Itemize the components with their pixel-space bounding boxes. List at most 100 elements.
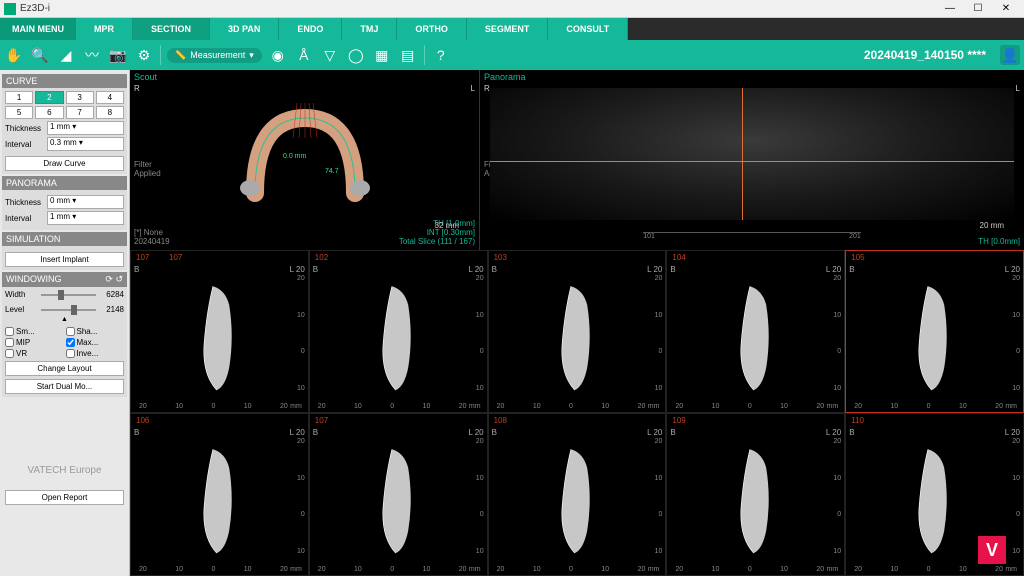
pano-thickness-select[interactable]: 0 mm ▾ — [47, 195, 124, 209]
tab-bar: MAIN MENU MPRSECTION3D PANENDOTMJORTHOSE… — [0, 18, 1024, 40]
scout-scale: 32 mm — [435, 221, 459, 230]
tab-endo[interactable]: ENDO — [279, 18, 342, 40]
pano-crosshair-h[interactable] — [490, 161, 1014, 162]
tab-mpr[interactable]: MPR — [76, 18, 133, 40]
main-menu-button[interactable]: MAIN MENU — [0, 18, 76, 40]
thickness-select[interactable]: 1 mm ▾ — [47, 121, 124, 135]
insert-implant-button[interactable]: Insert Implant — [5, 252, 124, 267]
pano-ruler: 101201 — [643, 232, 861, 244]
thickness-label: Thickness — [5, 124, 43, 133]
separator — [160, 45, 161, 65]
grid-icon[interactable]: ▦ — [372, 45, 392, 65]
panorama-image — [490, 88, 1014, 220]
curve-num-4[interactable]: 4 — [96, 91, 124, 104]
pano-th: TH [0.0mm] — [978, 237, 1020, 246]
level-slider[interactable] — [41, 309, 96, 311]
windowing-panel-header: WINDOWING⟳ ↺ — [2, 272, 127, 287]
sidebar: CURVE 1234 5678 Thickness 1 mm ▾ Interval… — [0, 70, 130, 576]
draw-curve-button[interactable]: Draw Curve — [5, 156, 124, 171]
scout-filter: Filter Applied — [134, 160, 161, 178]
level-label: Level — [5, 305, 37, 314]
app-title: Ez3D-i — [20, 3, 936, 14]
check-VR[interactable]: VR — [5, 349, 64, 358]
vendor-logo: V — [978, 536, 1006, 564]
open-report-button[interactable]: Open Report — [5, 490, 124, 505]
curve-num-1[interactable]: 1 — [5, 91, 33, 104]
slice-107[interactable]: 107107BL 202010010201001020mm — [130, 250, 309, 413]
help-icon[interactable]: ? — [431, 45, 451, 65]
curve-num-3[interactable]: 3 — [66, 91, 94, 104]
curve-num-6[interactable]: 6 — [35, 106, 63, 119]
patient-id: 20240419_140150 **** — [864, 48, 986, 62]
panorama-panel-header: PANORAMA — [2, 176, 127, 190]
layers-icon[interactable]: ▤ — [398, 45, 418, 65]
dual-monitor-button[interactable]: Start Dual Mo... — [5, 379, 124, 394]
camera-tool-icon[interactable]: 📷 — [108, 45, 128, 65]
check-Max[interactable]: Max... — [66, 338, 125, 347]
check-Sm[interactable]: Sm... — [5, 327, 64, 336]
curve-panel-header: CURVE — [2, 74, 127, 88]
ruler-icon[interactable]: ▽ — [320, 45, 340, 65]
pano-interval-label: Interval — [5, 214, 43, 223]
curve-tool-icon[interactable]: 〰 — [82, 45, 102, 65]
curve-num-2[interactable]: 2 — [35, 91, 63, 104]
scout-l: L — [471, 84, 475, 93]
app-icon — [4, 3, 16, 15]
pano-l: L — [1016, 84, 1020, 93]
search-patient-icon[interactable]: 👤 — [1000, 45, 1020, 65]
interval-select[interactable]: 0.3 mm ▾ — [47, 137, 124, 151]
svg-text:0.0 mm: 0.0 mm — [283, 153, 307, 160]
interval-label: Interval — [5, 140, 43, 149]
pano-interval-select[interactable]: 1 mm ▾ — [47, 211, 124, 225]
gear-tool-icon[interactable]: ⚙ — [134, 45, 154, 65]
slice-105[interactable]: 105BL 202010010201001020mm — [845, 250, 1024, 413]
check-Inve[interactable]: Inve... — [66, 349, 125, 358]
caliper-icon[interactable]: Å — [294, 45, 314, 65]
curve-num-7[interactable]: 7 — [66, 106, 94, 119]
slice-106[interactable]: 106BL 202010010201001020mm — [130, 413, 309, 576]
slice-108[interactable]: 108BL 202010010201001020mm — [488, 413, 667, 576]
maximize-button[interactable]: ☐ — [964, 1, 992, 17]
close-button[interactable]: ✕ — [992, 1, 1020, 17]
separator — [424, 45, 425, 65]
pano-crosshair-v[interactable] — [742, 88, 743, 220]
scout-view[interactable]: Scout R L Filter Applied [*] None2024041… — [130, 70, 480, 250]
tab-section[interactable]: SECTION — [133, 18, 210, 40]
pano-thickness-label: Thickness — [5, 198, 43, 207]
scout-label: Scout — [134, 72, 157, 82]
slice-109[interactable]: 109BL 202010010201001020mm — [666, 413, 845, 576]
tab-tmj[interactable]: TMJ — [342, 18, 397, 40]
panorama-label: Panorama — [484, 72, 526, 82]
slice-107[interactable]: 107BL 202010010201001020mm — [309, 413, 488, 576]
tab-ortho[interactable]: ORTHO — [397, 18, 467, 40]
check-MIP[interactable]: MIP — [5, 338, 64, 347]
pan-tool-icon[interactable]: ✋ — [4, 45, 24, 65]
slice-104[interactable]: 104BL 202010010201001020mm — [666, 250, 845, 413]
tab-3d pan[interactable]: 3D PAN — [210, 18, 279, 40]
pano-scale: 20 mm — [980, 221, 1004, 230]
slice-103[interactable]: 103BL 202010010201001020mm — [488, 250, 667, 413]
minimize-button[interactable]: — — [936, 1, 964, 17]
dental-arch: 0.0 mm 74.7 — [225, 98, 385, 208]
window-titlebar: Ez3D-i — ☐ ✕ — [0, 0, 1024, 18]
tab-segment[interactable]: SEGMENT — [467, 18, 549, 40]
measurement-dropdown[interactable]: 📏 Measurement ▾ — [167, 48, 262, 63]
angle-tool-icon[interactable]: ◢ — [56, 45, 76, 65]
circle-icon[interactable]: ◯ — [346, 45, 366, 65]
panorama-view[interactable]: Panorama R L Filter Applied 20 mm TH [0.… — [480, 70, 1024, 250]
curve-num-8[interactable]: 8 — [96, 106, 124, 119]
curve-num-5[interactable]: 5 — [5, 106, 33, 119]
viewport: Scout R L Filter Applied [*] None2024041… — [130, 70, 1024, 576]
width-value: 6284 — [100, 290, 124, 299]
check-Sha[interactable]: Sha... — [66, 327, 125, 336]
windowing-reset-icon[interactable]: ⟳ ↺ — [105, 274, 123, 285]
compass-icon[interactable]: ◉ — [268, 45, 288, 65]
change-layout-button[interactable]: Change Layout — [5, 361, 124, 376]
tab-consult[interactable]: CONSULT — [548, 18, 628, 40]
zoom-tool-icon[interactable]: 🔍 — [30, 45, 50, 65]
svg-text:74.7: 74.7 — [325, 168, 339, 175]
width-slider[interactable] — [41, 294, 96, 296]
pano-r: R — [484, 84, 490, 93]
scout-r: R — [134, 84, 140, 93]
slice-102[interactable]: 102BL 202010010201001020mm — [309, 250, 488, 413]
